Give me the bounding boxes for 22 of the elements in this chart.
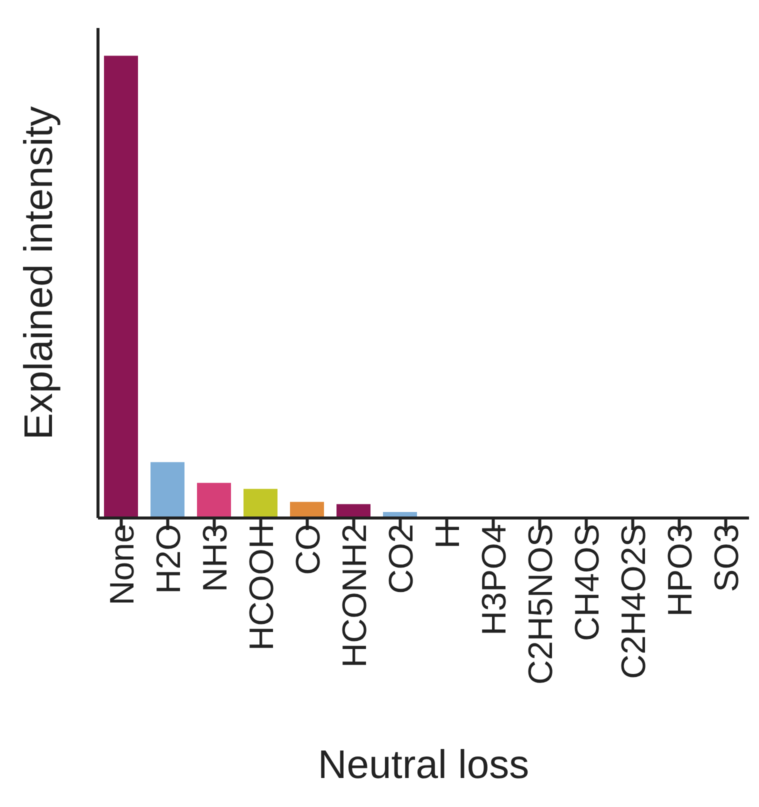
x-tick-label: HPO3: [661, 524, 700, 617]
bar: [244, 488, 278, 518]
x-tick-label: NH3: [196, 524, 234, 592]
x-tick-label: C2H4O2S: [614, 524, 653, 679]
x-tick-label: H3PO4: [475, 524, 514, 636]
x-tick-label: C2H5NOS: [522, 524, 560, 685]
x-axis-title: Neutral loss: [318, 743, 530, 787]
x-tick-label: HCONH2: [336, 524, 374, 668]
x-tick-label: SO3: [708, 524, 746, 592]
x-tick-label: CO: [289, 524, 328, 575]
x-tick-label: None: [103, 524, 142, 606]
x-tick-label: HCOOH: [242, 524, 281, 651]
x-tick-label: CO2: [382, 524, 420, 594]
x-tick-label: CH4OS: [568, 524, 606, 642]
bar: [104, 56, 138, 518]
bar: [197, 482, 231, 518]
bar: [150, 462, 184, 518]
x-tick-label: H: [428, 524, 467, 549]
y-axis-title: Explained intensity: [17, 106, 62, 440]
bar: [336, 504, 370, 518]
bar: [290, 502, 324, 518]
x-tick-label: H2O: [150, 524, 188, 594]
